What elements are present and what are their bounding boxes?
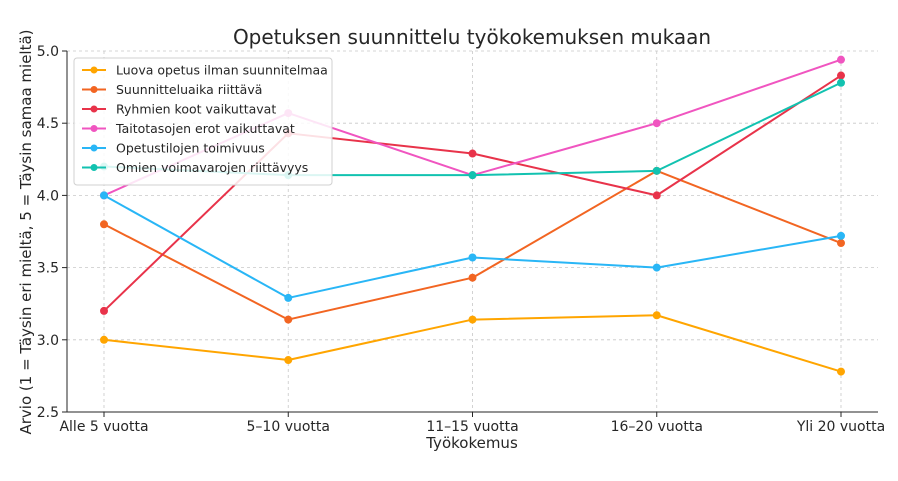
legend-marker bbox=[90, 144, 98, 152]
y-tick-label: 2.5 bbox=[37, 405, 59, 421]
legend-marker bbox=[90, 105, 98, 113]
data-point bbox=[100, 306, 108, 315]
legend-item: Luova opetus ilman suunnitelmaa bbox=[82, 63, 328, 78]
data-point bbox=[837, 55, 845, 64]
data-point bbox=[652, 119, 661, 128]
legend-item: Opetustilojen toimivuus bbox=[82, 141, 265, 156]
y-tick-label: 3.5 bbox=[37, 261, 59, 277]
data-point bbox=[284, 315, 293, 324]
data-point bbox=[652, 191, 661, 200]
x-tick-label: 5–10 vuotta bbox=[247, 419, 330, 435]
legend-label: Luova opetus ilman suunnitelmaa bbox=[116, 63, 328, 78]
legend-item: Suunnitteluaika riittävä bbox=[82, 82, 262, 97]
y-tick-label: 3.0 bbox=[37, 333, 59, 349]
legend-label: Omien voimavarojen riittävyys bbox=[116, 160, 308, 175]
legend-marker bbox=[90, 125, 98, 132]
legend-marker bbox=[90, 66, 98, 74]
y-tick-label: 4.5 bbox=[37, 116, 59, 132]
data-point bbox=[837, 78, 845, 87]
y-tick-label: 4.0 bbox=[37, 188, 59, 204]
x-tick-label: 16–20 vuotta bbox=[611, 419, 703, 435]
y-tick-label: 5.0 bbox=[37, 44, 59, 60]
legend-item: Ryhmien koot vaikuttavat bbox=[82, 102, 276, 117]
legend-marker bbox=[90, 164, 98, 171]
data-point bbox=[100, 191, 108, 200]
x-tick-label: 11–15 vuotta bbox=[426, 419, 518, 435]
data-point bbox=[652, 311, 661, 320]
data-point bbox=[468, 273, 477, 282]
legend-label: Opetustilojen toimivuus bbox=[116, 141, 265, 156]
data-point bbox=[468, 171, 477, 180]
legend-box bbox=[73, 57, 333, 186]
data-point bbox=[837, 367, 845, 376]
data-point bbox=[652, 263, 661, 272]
x-axis-label: Työkokemus bbox=[425, 434, 518, 452]
x-tick-label: Alle 5 vuotta bbox=[59, 419, 148, 435]
data-point bbox=[837, 239, 845, 248]
legend-label: Ryhmien koot vaikuttavat bbox=[116, 102, 276, 117]
legend-marker bbox=[90, 86, 98, 93]
data-point bbox=[100, 220, 108, 229]
series-1 bbox=[100, 311, 845, 376]
series-3 bbox=[100, 71, 845, 315]
axes: 2.5 3.0 3.5 4.0 4.5 5.0 Alle 5 vuotta 5–10 vuot… bbox=[37, 44, 885, 435]
data-point bbox=[468, 149, 477, 158]
data-point bbox=[837, 231, 845, 240]
legend-label: Taitotasojen erot vaikuttavat bbox=[115, 121, 295, 136]
legend-item: Taitotasojen erot vaikuttavat bbox=[82, 121, 295, 136]
legend-item: Omien voimavarojen riittävyys bbox=[82, 160, 308, 175]
data-point bbox=[837, 71, 845, 80]
data-point bbox=[652, 166, 661, 175]
legend-label: Suunnitteluaika riittävä bbox=[116, 82, 262, 97]
data-point bbox=[468, 315, 477, 324]
legend: Luova opetus ilman suunnitelmaa Suunnitte… bbox=[73, 57, 333, 186]
data-point bbox=[468, 253, 477, 262]
x-tick-label: Yli 20 vuotta bbox=[796, 419, 885, 435]
chart-title: Opetuksen suunnittelu työkokemuksen muka… bbox=[233, 25, 711, 49]
data-point bbox=[284, 293, 293, 302]
y-axis-label: Arvio (1 = Täysin eri mieltä, 5 = Täysin… bbox=[17, 29, 35, 434]
data-point bbox=[100, 335, 108, 344]
series-5 bbox=[100, 191, 845, 302]
data-point bbox=[284, 356, 293, 365]
